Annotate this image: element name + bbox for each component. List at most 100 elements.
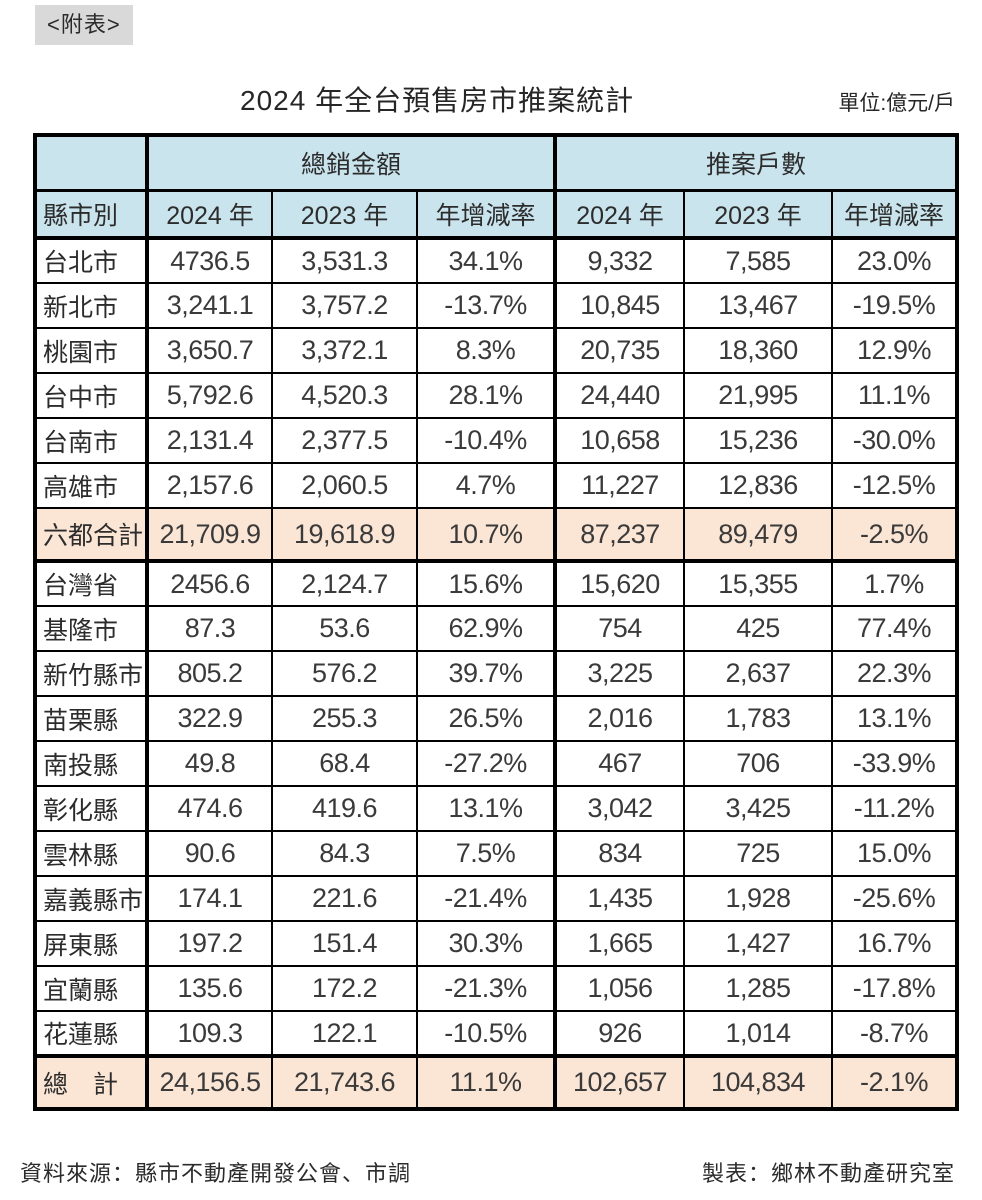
data-cell: 8.3% [416, 327, 557, 374]
data-cell: 20,735 [554, 327, 685, 374]
row-label: 南投縣 [34, 740, 149, 787]
data-cell: 4736.5 [146, 237, 273, 284]
row-label: 雲林縣 [34, 830, 149, 877]
data-cell: 135.6 [146, 965, 273, 1012]
data-cell: 576.2 [271, 650, 418, 697]
data-cell: 1,427 [683, 920, 833, 967]
table-row: 台灣省 2456.6 2,124.7 15.6% 15,620 15,355 1.7% [34, 559, 958, 607]
row-label: 台中市 [34, 372, 149, 419]
row-label: 新北市 [34, 282, 149, 329]
row-label: 總 計 [34, 1054, 149, 1110]
data-cell: 89,479 [683, 507, 833, 562]
column-header-row: 縣市別 2024 年 2023 年 年增減率 2024 年 2023 年 年增減… [34, 189, 958, 240]
table-row: 桃園市 3,650.7 3,372.1 8.3% 20,735 18,360 12.9% [34, 327, 958, 374]
data-cell: -10.5% [416, 1010, 557, 1057]
unit-note: 單位:億元/戶 [838, 92, 955, 115]
data-cell: -8.7% [831, 1010, 958, 1057]
data-cell: 24,440 [554, 372, 685, 419]
data-cell: 10,845 [554, 282, 685, 329]
data-cell: 2,377.5 [271, 417, 418, 464]
data-cell: 754 [554, 605, 685, 652]
data-cell: 221.6 [271, 875, 418, 922]
data-cell: 3,531.3 [271, 237, 418, 284]
data-cell: -11.2% [831, 785, 958, 832]
data-cell: 2,124.7 [271, 559, 418, 607]
data-cell: 1,665 [554, 920, 685, 967]
data-cell: -10.4% [416, 417, 557, 464]
data-cell: 104,834 [683, 1054, 833, 1110]
data-cell: 419.6 [271, 785, 418, 832]
data-cell: 11.1% [831, 372, 958, 419]
data-cell: 255.3 [271, 695, 418, 742]
table-row: 嘉義縣市 174.1 221.6 -21.4% 1,435 1,928 -25.6% [34, 875, 958, 922]
data-cell: 22.3% [831, 650, 958, 697]
data-cell: 3,372.1 [271, 327, 418, 374]
table-row: 南投縣 49.8 68.4 -27.2% 467 706 -33.9% [34, 740, 958, 787]
data-cell: -17.8% [831, 965, 958, 1012]
data-cell: 13.1% [831, 695, 958, 742]
data-cell: 174.1 [146, 875, 273, 922]
data-cell: 24,156.5 [146, 1054, 273, 1110]
data-cell: 53.6 [271, 605, 418, 652]
data-cell: 15,355 [683, 559, 833, 607]
data-cell: 11,227 [554, 462, 685, 509]
page-title: 2024 年全台預售房市推案統計 [240, 85, 635, 116]
data-cell: 926 [554, 1010, 685, 1057]
column-header-sales-2023: 2023 年 [271, 189, 418, 240]
column-header-sales-2024: 2024 年 [146, 189, 273, 240]
table-row: 基隆市 87.3 53.6 62.9% 754 425 77.4% [34, 605, 958, 652]
source-note: 資料來源：縣市不動產開發公會、市調 [20, 1161, 412, 1186]
table-row: 高雄市 2,157.6 2,060.5 4.7% 11,227 12,836 -12.5% [34, 462, 958, 509]
data-cell: 109.3 [146, 1010, 273, 1057]
data-cell: 1,014 [683, 1010, 833, 1057]
data-cell: -2.1% [831, 1054, 958, 1110]
data-cell: 49.8 [146, 740, 273, 787]
data-cell: 5,792.6 [146, 372, 273, 419]
title-row: 2024 年全台預售房市推案統計 單位:億元/戶 [0, 81, 982, 119]
data-cell: 15,620 [554, 559, 685, 607]
data-cell: 21,743.6 [271, 1054, 418, 1110]
table-row: 雲林縣 90.6 84.3 7.5% 834 725 15.0% [34, 830, 958, 877]
data-cell: 7.5% [416, 830, 557, 877]
data-cell: 90.6 [146, 830, 273, 877]
data-cell: 2,131.4 [146, 417, 273, 464]
data-cell: 13.1% [416, 785, 557, 832]
data-cell: 805.2 [146, 650, 273, 697]
data-cell: 725 [683, 830, 833, 877]
data-cell: 21,995 [683, 372, 833, 419]
table-body: 台北市 4736.5 3,531.3 34.1% 9,332 7,585 23.0% 新北市 3… [34, 237, 958, 1110]
data-cell: 2456.6 [146, 559, 273, 607]
data-cell: 87,237 [554, 507, 685, 562]
data-cell: 68.4 [271, 740, 418, 787]
table-row: 花蓮縣 109.3 122.1 -10.5% 926 1,014 -8.7% [34, 1010, 958, 1057]
data-cell: 15,236 [683, 417, 833, 464]
data-cell: 1,435 [554, 875, 685, 922]
data-cell: 3,225 [554, 650, 685, 697]
data-cell: 19,618.9 [271, 507, 418, 562]
column-header-units-yoy: 年增減率 [831, 189, 958, 240]
data-cell: 1,285 [683, 965, 833, 1012]
data-cell: 28.1% [416, 372, 557, 419]
data-cell: 197.2 [146, 920, 273, 967]
data-cell: 3,241.1 [146, 282, 273, 329]
data-cell: 12.9% [831, 327, 958, 374]
data-cell: 1.7% [831, 559, 958, 607]
row-label: 苗栗縣 [34, 695, 149, 742]
row-label: 基隆市 [34, 605, 149, 652]
table-row: 新北市 3,241.1 3,757.2 -13.7% 10,845 13,467 -19.5… [34, 282, 958, 329]
data-cell: -13.7% [416, 282, 557, 329]
stats-table: 總銷金額 推案戶數 縣市別 2024 年 2023 年 年增減率 2024 年 … [33, 133, 959, 1111]
group-header-sales: 總銷金額 [146, 134, 557, 192]
row-label: 台南市 [34, 417, 149, 464]
data-cell: 834 [554, 830, 685, 877]
row-label: 屏東縣 [34, 920, 149, 967]
data-cell: 13,467 [683, 282, 833, 329]
data-cell: 122.1 [271, 1010, 418, 1057]
data-cell: 15.6% [416, 559, 557, 607]
data-cell: 3,650.7 [146, 327, 273, 374]
group-header-units: 推案戶數 [554, 134, 958, 192]
data-cell: 151.4 [271, 920, 418, 967]
data-cell: 30.3% [416, 920, 557, 967]
data-cell: -12.5% [831, 462, 958, 509]
data-cell: -21.3% [416, 965, 557, 1012]
